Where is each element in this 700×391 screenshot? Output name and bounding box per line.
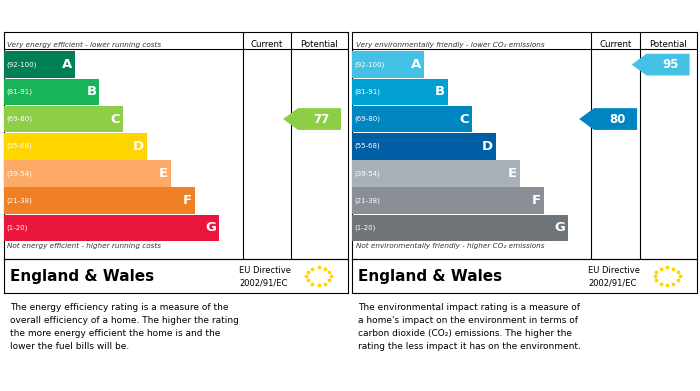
Text: C: C [111,113,120,126]
Text: 95: 95 [662,58,678,71]
Bar [4,133,147,160]
Text: Not environmentally friendly - higher CO₂ emissions: Not environmentally friendly - higher CO… [356,243,544,249]
Text: G: G [554,221,565,234]
Text: (55-68): (55-68) [6,143,32,149]
Text: F: F [532,194,541,207]
Text: E: E [508,167,517,180]
Text: 80: 80 [610,113,626,126]
Text: (1-20): (1-20) [6,225,27,231]
Text: (39-54): (39-54) [6,170,32,177]
Text: C: C [459,113,469,126]
Bar [4,79,99,105]
Text: Very energy efficient - lower running costs: Very energy efficient - lower running co… [7,42,161,48]
Text: Environmental Impact (CO₂) Rating: Environmental Impact (CO₂) Rating [357,9,598,23]
Text: A: A [411,58,421,71]
Text: England & Wales: England & Wales [10,269,154,283]
Bar [4,215,219,241]
Text: (81-91): (81-91) [354,89,381,95]
Text: Energy Efficiency Rating: Energy Efficiency Rating [8,9,178,23]
Bar [352,51,424,78]
Text: 2002/91/EC: 2002/91/EC [239,278,288,287]
Text: E: E [159,167,168,180]
Bar [4,160,171,187]
Text: A: A [62,58,73,71]
Polygon shape [631,54,690,75]
Text: 77: 77 [314,113,330,126]
Bar [4,187,195,214]
Bar [352,215,568,241]
Bar [4,106,123,132]
Text: England & Wales: England & Wales [358,269,503,283]
Text: (21-38): (21-38) [354,197,380,204]
Text: EU Directive: EU Directive [588,266,640,275]
Text: Current: Current [251,40,284,49]
Text: D: D [482,140,493,153]
Text: (81-91): (81-91) [6,89,32,95]
Text: (39-54): (39-54) [354,170,380,177]
Text: B: B [435,85,445,98]
Text: Potential: Potential [649,40,687,49]
Text: Very environmentally friendly - lower CO₂ emissions: Very environmentally friendly - lower CO… [356,42,544,48]
Text: (55-68): (55-68) [354,143,380,149]
Text: (69-80): (69-80) [354,116,381,122]
Bar [352,106,472,132]
Text: (92-100): (92-100) [354,61,385,68]
Text: (21-38): (21-38) [6,197,32,204]
Text: D: D [133,140,144,153]
Text: 2002/91/EC: 2002/91/EC [588,278,636,287]
Text: B: B [86,85,97,98]
Bar [352,187,544,214]
Text: Current: Current [599,40,632,49]
Text: (69-80): (69-80) [6,116,32,122]
Bar [352,79,448,105]
Text: Potential: Potential [300,40,338,49]
Text: (1-20): (1-20) [354,225,376,231]
Polygon shape [283,108,341,130]
Text: (92-100): (92-100) [6,61,36,68]
Bar [352,133,496,160]
Text: F: F [183,194,192,207]
Text: EU Directive: EU Directive [239,266,291,275]
Bar [352,160,519,187]
Text: G: G [205,221,216,234]
Bar [4,51,76,78]
Polygon shape [579,108,637,130]
Text: The environmental impact rating is a measure of
a home's impact on the environme: The environmental impact rating is a mea… [358,303,581,351]
Text: The energy efficiency rating is a measure of the
overall efficiency of a home. T: The energy efficiency rating is a measur… [10,303,239,351]
Text: Not energy efficient - higher running costs: Not energy efficient - higher running co… [7,243,161,249]
